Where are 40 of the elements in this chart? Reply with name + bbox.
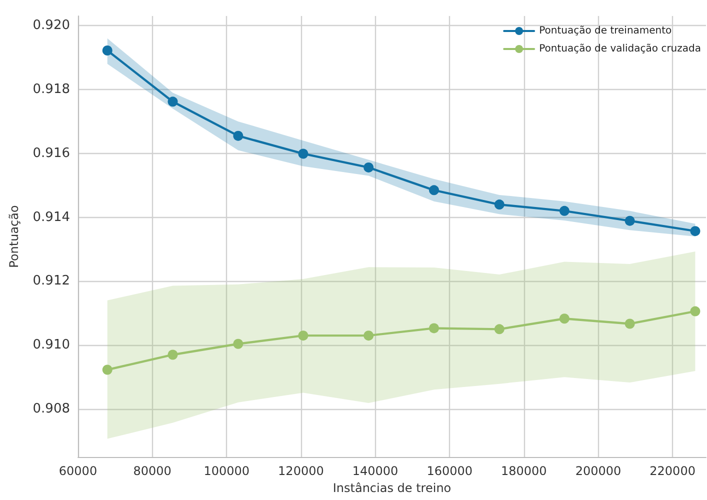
point: [690, 226, 700, 236]
point: [624, 318, 635, 329]
point: [102, 46, 112, 56]
x-tick-label: 200000: [575, 464, 622, 478]
x-tick-label: 180000: [501, 464, 547, 478]
x-tick-label: 160000: [426, 464, 473, 478]
point: [168, 350, 178, 360]
x-tick-label: 100000: [204, 464, 250, 478]
y-tick-label: 0.916: [32, 146, 70, 161]
point: [168, 96, 178, 107]
y-tick-label: 0.918: [32, 82, 70, 97]
y-axis-title: Pontuação: [7, 205, 21, 268]
point: [429, 185, 439, 196]
x-tick-label: 60000: [58, 464, 98, 478]
point: [429, 323, 439, 334]
y-tick-label: 0.914: [32, 210, 70, 225]
x-tick-label: 220000: [650, 464, 696, 478]
point: [559, 206, 570, 216]
point: [624, 216, 635, 226]
x-axis-title: Instâncias de treino: [332, 481, 452, 495]
point: [298, 148, 308, 159]
point: [559, 314, 570, 324]
point: [690, 306, 700, 316]
point: [364, 330, 374, 341]
y-tick-label: 0.910: [32, 338, 70, 353]
point: [102, 364, 112, 375]
point: [364, 162, 374, 172]
point: [494, 324, 504, 334]
y-tick-label: 0.912: [32, 274, 70, 289]
point: [233, 338, 244, 349]
x-tick-label: 80000: [133, 464, 172, 478]
legend-label: Pontuação de treinamento: [539, 26, 672, 36]
x-tick-label: 120000: [278, 464, 324, 478]
point: [494, 200, 504, 210]
x-tick-label: 140000: [352, 464, 398, 478]
point: [298, 330, 308, 341]
legend-label: Pontuação de validação cruzada: [539, 44, 702, 54]
y-tick-label: 0.920: [32, 18, 70, 34]
y-tick-label: 0.908: [32, 402, 70, 417]
point: [233, 130, 244, 141]
